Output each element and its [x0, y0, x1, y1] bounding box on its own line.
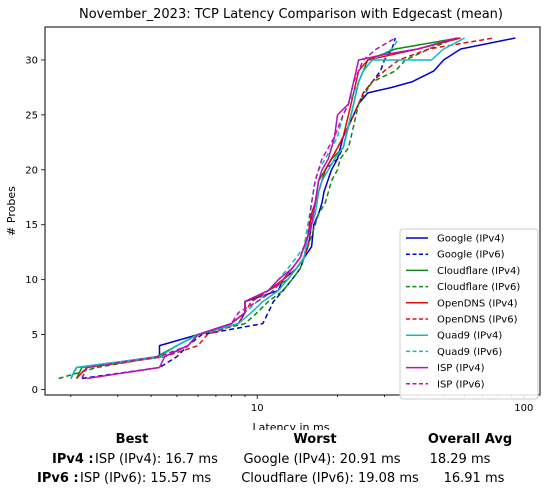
chart-title: November_2023: TCP Latency Comparison wi…: [79, 7, 503, 22]
summary-row-ipv4-worst: Google (IPv4): 20.91 ms: [243, 452, 401, 467]
x-tick-label: 100: [514, 403, 533, 414]
summary-row-ipv6-avg: 16.91 ms: [443, 471, 505, 486]
series-layer: [58, 37, 516, 380]
legend-label: Quad9 (IPv4): [437, 331, 502, 342]
y-tick-label: 10: [25, 275, 38, 286]
y-axis-label: # Probes: [5, 186, 18, 236]
legend-label: ISP (IPv6): [437, 379, 485, 390]
plot-frame: [44, 26, 541, 396]
legend-frame: [399, 228, 539, 400]
x-tick-label: 10: [251, 403, 264, 414]
summary-header-best: Best: [115, 432, 149, 447]
legend-label: ISP (IPv4): [437, 363, 485, 374]
legend-label: Google (IPv4): [437, 234, 505, 245]
summary-row-ipv6-best: ISP (IPv6): 15.57 ms: [80, 471, 212, 486]
legend: Google (IPv4) Google (IPv6) Cloudflare (IP…: [399, 228, 539, 400]
summary-row-ipv6-worst: Cloudflare (IPv6): 19.08 ms: [241, 471, 419, 486]
series-line-1: [81, 37, 397, 380]
summary-row-ipv4-best: ISP (IPv4): 16.7 ms: [95, 452, 218, 467]
legend-label: OpenDNS (IPv6): [437, 315, 518, 326]
summary-header-worst: Worst: [293, 432, 337, 447]
y-tick-label: 20: [25, 165, 38, 176]
latency-chart: November_2023: TCP Latency Comparison wi…: [5, 7, 541, 430]
legend-label: Google (IPv6): [437, 250, 505, 261]
legend-label: Quad9 (IPv6): [437, 347, 502, 358]
summary-row-ipv4-avg: 18.29 ms: [429, 452, 491, 467]
y-tick-label: 0: [32, 385, 38, 396]
y-axis-ticks: 0 5 10 15 20 25 30: [25, 55, 45, 396]
summary-row-ipv6-label: IPv6 :: [37, 471, 79, 486]
legend-label: Cloudflare (IPv4): [437, 266, 520, 277]
summary-header-avg: Overall Avg: [427, 432, 513, 447]
summary-row-ipv4-label: IPv4 :: [52, 452, 94, 467]
series-line-9: [81, 37, 396, 379]
y-tick-label: 15: [25, 220, 38, 231]
legend-label: OpenDNS (IPv4): [437, 298, 518, 309]
y-tick-label: 25: [25, 110, 38, 121]
series-line-7: [70, 37, 400, 379]
series-line-3: [58, 37, 457, 380]
y-tick-label: 5: [32, 330, 38, 341]
y-tick-label: 30: [25, 55, 38, 66]
x-axis-label: Latency in ms: [253, 421, 330, 430]
legend-label: Cloudflare (IPv6): [437, 282, 520, 293]
